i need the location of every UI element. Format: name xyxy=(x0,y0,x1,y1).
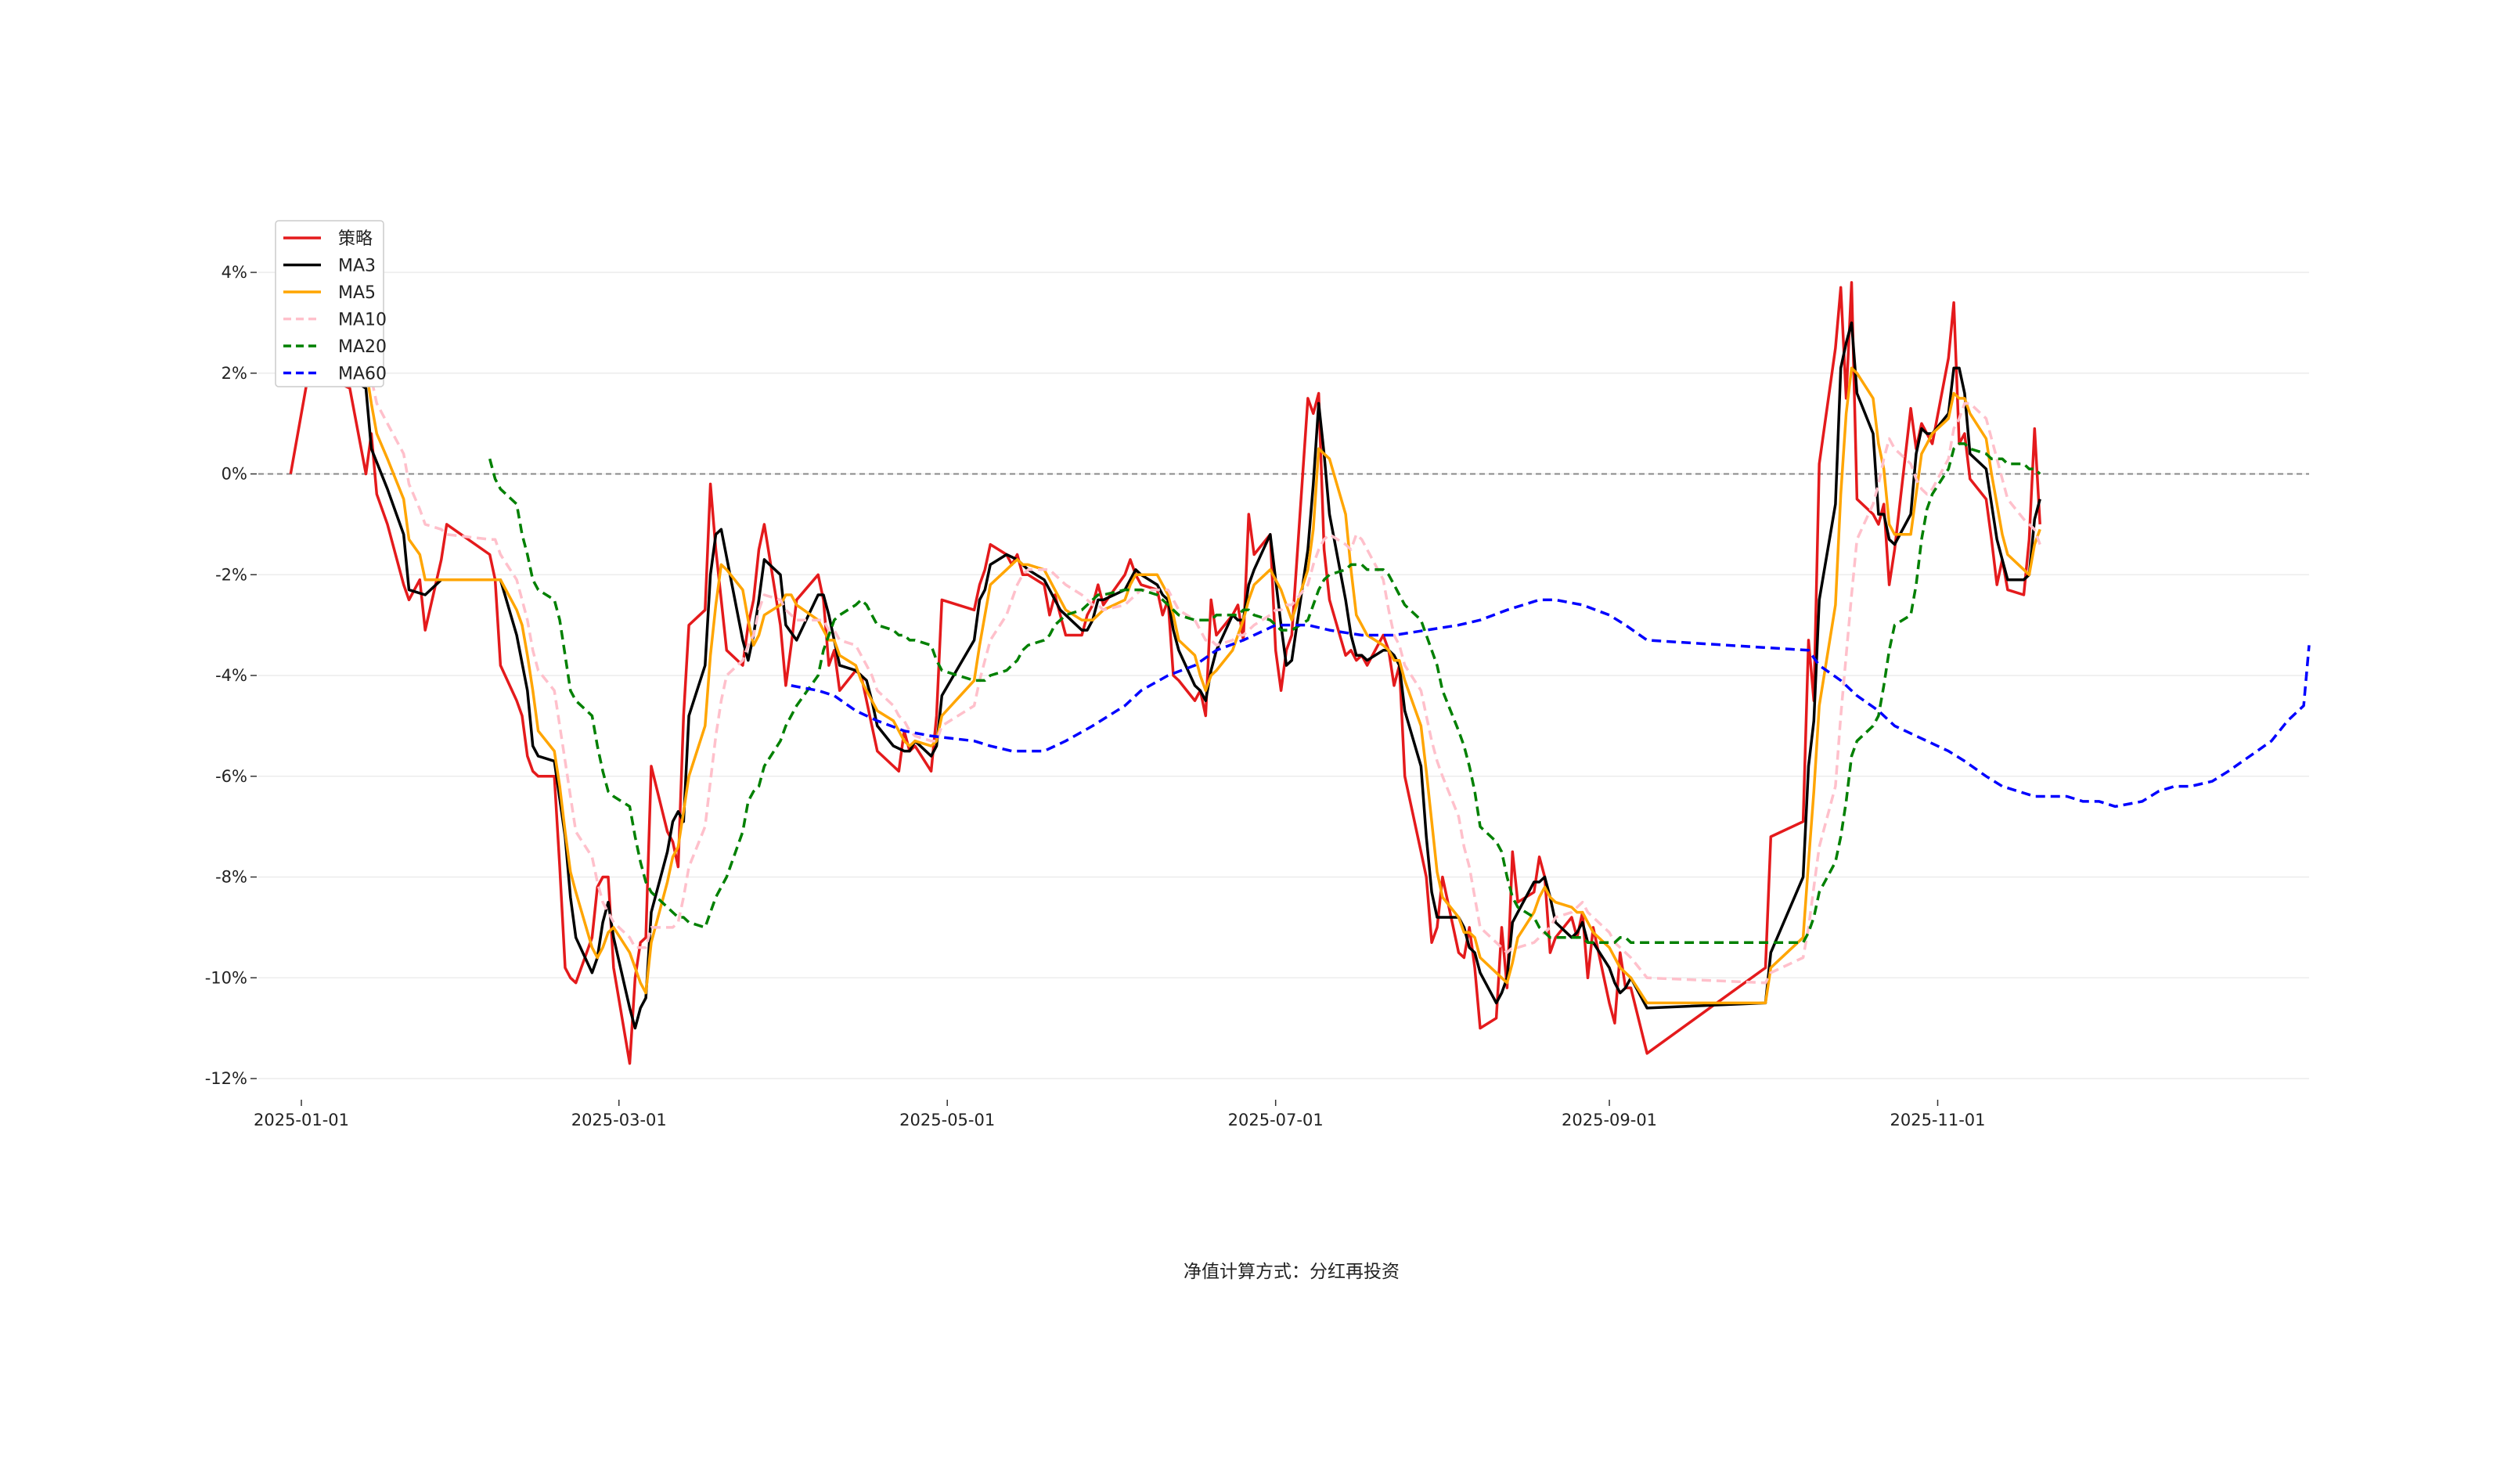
series-line-2 xyxy=(332,316,2041,1005)
y-tick-label: -12% xyxy=(205,1069,247,1088)
x-tick-label: 2025-03-01 xyxy=(571,1111,667,1129)
x-tick-label: 2025-05-01 xyxy=(899,1111,995,1129)
y-tick-label: -8% xyxy=(215,868,247,887)
legend-label: MA5 xyxy=(338,283,376,303)
y-tick-label: 2% xyxy=(222,364,247,383)
x-axis-ticks: 2025-01-01 2025-03-01 2025-05-01 2025-07-01… xyxy=(254,1100,1986,1129)
y-tick-label: -6% xyxy=(215,767,247,786)
series-line-5 xyxy=(791,598,2311,809)
legend-label: MA60 xyxy=(338,365,387,384)
x-tick-label: 2025-01-01 xyxy=(254,1111,349,1129)
legend: 策略 MA3 MA5 MA10 MA20 MA60 xyxy=(275,220,387,387)
series-lines xyxy=(289,250,2311,1065)
series-line-4 xyxy=(488,442,2041,944)
y-tick-label: 0% xyxy=(222,465,247,484)
legend-label: MA20 xyxy=(338,337,387,357)
x-tick-label: 2025-09-01 xyxy=(1562,1111,1657,1129)
x-tick-label: 2025-11-01 xyxy=(1890,1111,1985,1129)
y-tick-label: -10% xyxy=(205,968,247,987)
legend-label: MA3 xyxy=(338,257,376,276)
y-tick-label: 4% xyxy=(222,263,247,282)
y-axis-ticks: 4% 2% 0% -2% -4% -6% -8% -10% -12% xyxy=(205,263,257,1088)
chart-caption: 净值计算方式：分红再投资 xyxy=(1184,1262,1400,1282)
y-tick-label: -2% xyxy=(215,565,247,584)
x-tick-label: 2025-07-01 xyxy=(1228,1111,1324,1129)
y-tick-label: -4% xyxy=(215,666,247,685)
legend-label: MA10 xyxy=(338,311,387,330)
series-line-1 xyxy=(311,281,2041,1030)
series-line-3 xyxy=(364,367,2041,985)
legend-label: 策略 xyxy=(338,229,373,249)
